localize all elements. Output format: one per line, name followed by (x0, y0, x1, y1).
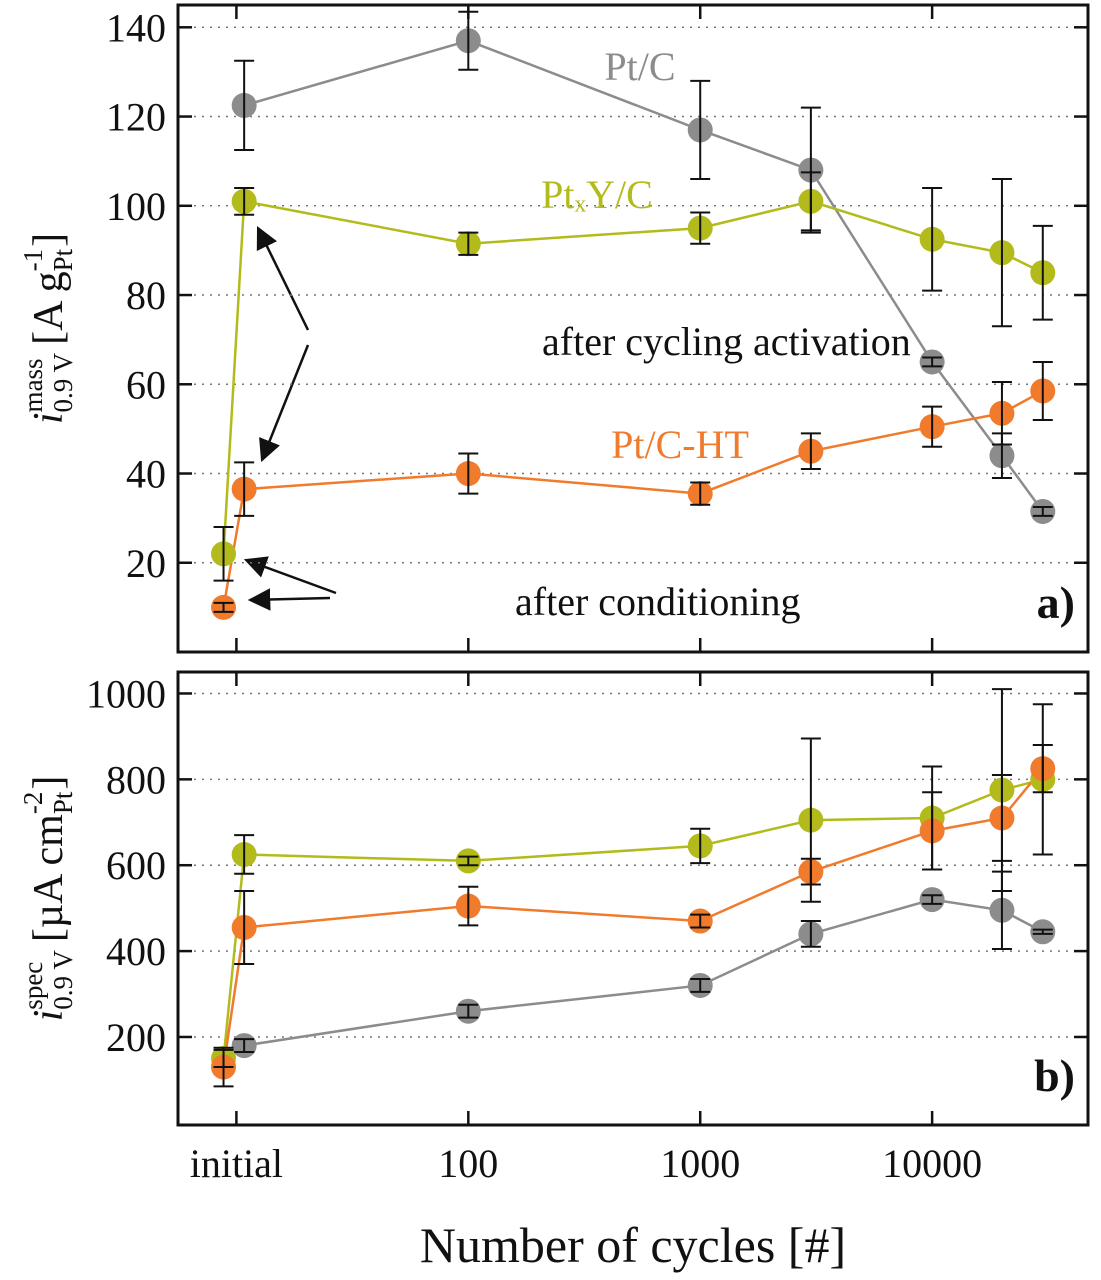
panel-label: b) (1034, 1050, 1075, 1101)
y-label-unit-sup: -2 (18, 792, 48, 815)
error-bar (800, 171, 821, 232)
error-bar (800, 432, 821, 471)
error-bar (458, 452, 479, 495)
y-tick-label: 400 (106, 929, 166, 974)
y-tick-label: 200 (106, 1015, 166, 1060)
y-label-sup: mass (18, 358, 48, 412)
error-bar (1032, 505, 1053, 517)
y-axis-label: i0.9 Vspec [µA cmPt-2] (18, 776, 78, 1022)
y-label-unit-sub: Pt (48, 791, 78, 814)
x-tick-label: 10000 (882, 1141, 982, 1186)
arrow (259, 344, 310, 463)
error-bar (1032, 360, 1053, 421)
error-bar (922, 186, 943, 292)
y-label-unit-sub: Pt (48, 248, 78, 271)
error-bar (991, 178, 1012, 328)
y-label-sup: spec (18, 962, 48, 1010)
y-label-symbol: i (26, 1010, 72, 1022)
error-bar (458, 10, 479, 71)
y-tick-label: 600 (106, 843, 166, 888)
error-bar (234, 1038, 255, 1054)
error-bar (1032, 928, 1053, 935)
y-tick-label: 80 (126, 273, 166, 318)
annotation: after conditioning (515, 579, 800, 624)
error-bar (234, 59, 255, 152)
x-tick-label: initial (190, 1141, 283, 1186)
y-tick-label: 800 (106, 757, 166, 802)
error-bar (922, 894, 943, 905)
error-bar (690, 913, 711, 929)
error-bar (458, 885, 479, 927)
series-line (222, 778, 1044, 1059)
arrow (243, 556, 337, 595)
series-line (243, 898, 1044, 1047)
y-label-sub: 0.9 V (48, 950, 78, 1010)
error-bar (922, 356, 943, 368)
series-label: Pt/C (604, 44, 675, 89)
y-tick-label: 40 (126, 452, 166, 497)
y-label-close: ] (26, 233, 72, 247)
error-bar (234, 889, 255, 965)
error-bar (690, 827, 711, 865)
error-bar (800, 857, 821, 886)
y-label-symbol: i (26, 412, 72, 424)
panel-label: a) (1037, 577, 1075, 628)
error-bar (690, 79, 711, 181)
series-label: PtₓY/C (541, 172, 653, 217)
y-tick-label: 140 (106, 5, 166, 50)
y-label-close: ] (26, 776, 72, 790)
series-line (222, 199, 1044, 554)
y-tick-label: 120 (106, 95, 166, 140)
error-bar (458, 1003, 479, 1019)
y-tick-label: 20 (126, 541, 166, 586)
x-tick-label: 100 (438, 1141, 498, 1186)
y-label-unit: [A g (26, 271, 72, 345)
x-tick-label: 1000 (660, 1141, 740, 1186)
error-bar (690, 211, 711, 245)
plot-frame (176, 3, 1090, 654)
plot-frame (176, 670, 1090, 1127)
error-bar (234, 186, 255, 216)
y-tick-label: 60 (126, 362, 166, 407)
x-axis-label: Number of cycles [#] (420, 1217, 846, 1273)
y-label-unit: [µA cm (26, 814, 72, 942)
error-bar (922, 791, 943, 871)
error-bar (991, 774, 1012, 862)
arrow (256, 225, 310, 331)
error-bar (458, 855, 479, 867)
y-axis-label: i0.9 Vmass [A gPt-1] (18, 233, 78, 424)
error-bar (213, 526, 234, 582)
y-tick-label: 1000 (86, 671, 166, 716)
error-bar (213, 1046, 234, 1088)
error-bar (690, 481, 711, 506)
error-bar (690, 978, 711, 993)
annotation: after cycling activation (542, 319, 911, 364)
y-label-sub: 0.9 V (48, 352, 78, 412)
error-bar (1032, 743, 1053, 794)
error-bar (800, 920, 821, 948)
error-bar (1032, 224, 1053, 321)
error-bar (991, 381, 1012, 446)
annotation-arrows (243, 225, 337, 611)
error-bar (922, 405, 943, 448)
series-label: Pt/C-HT (611, 422, 749, 467)
error-bar (458, 231, 479, 256)
error-bar (234, 834, 255, 875)
series-line (222, 767, 1044, 1068)
arrow (247, 588, 331, 611)
y-label-unit-sup: -1 (18, 249, 48, 272)
error-bar (213, 601, 234, 613)
y-tick-label: 100 (106, 184, 166, 229)
error-bar (234, 461, 255, 517)
